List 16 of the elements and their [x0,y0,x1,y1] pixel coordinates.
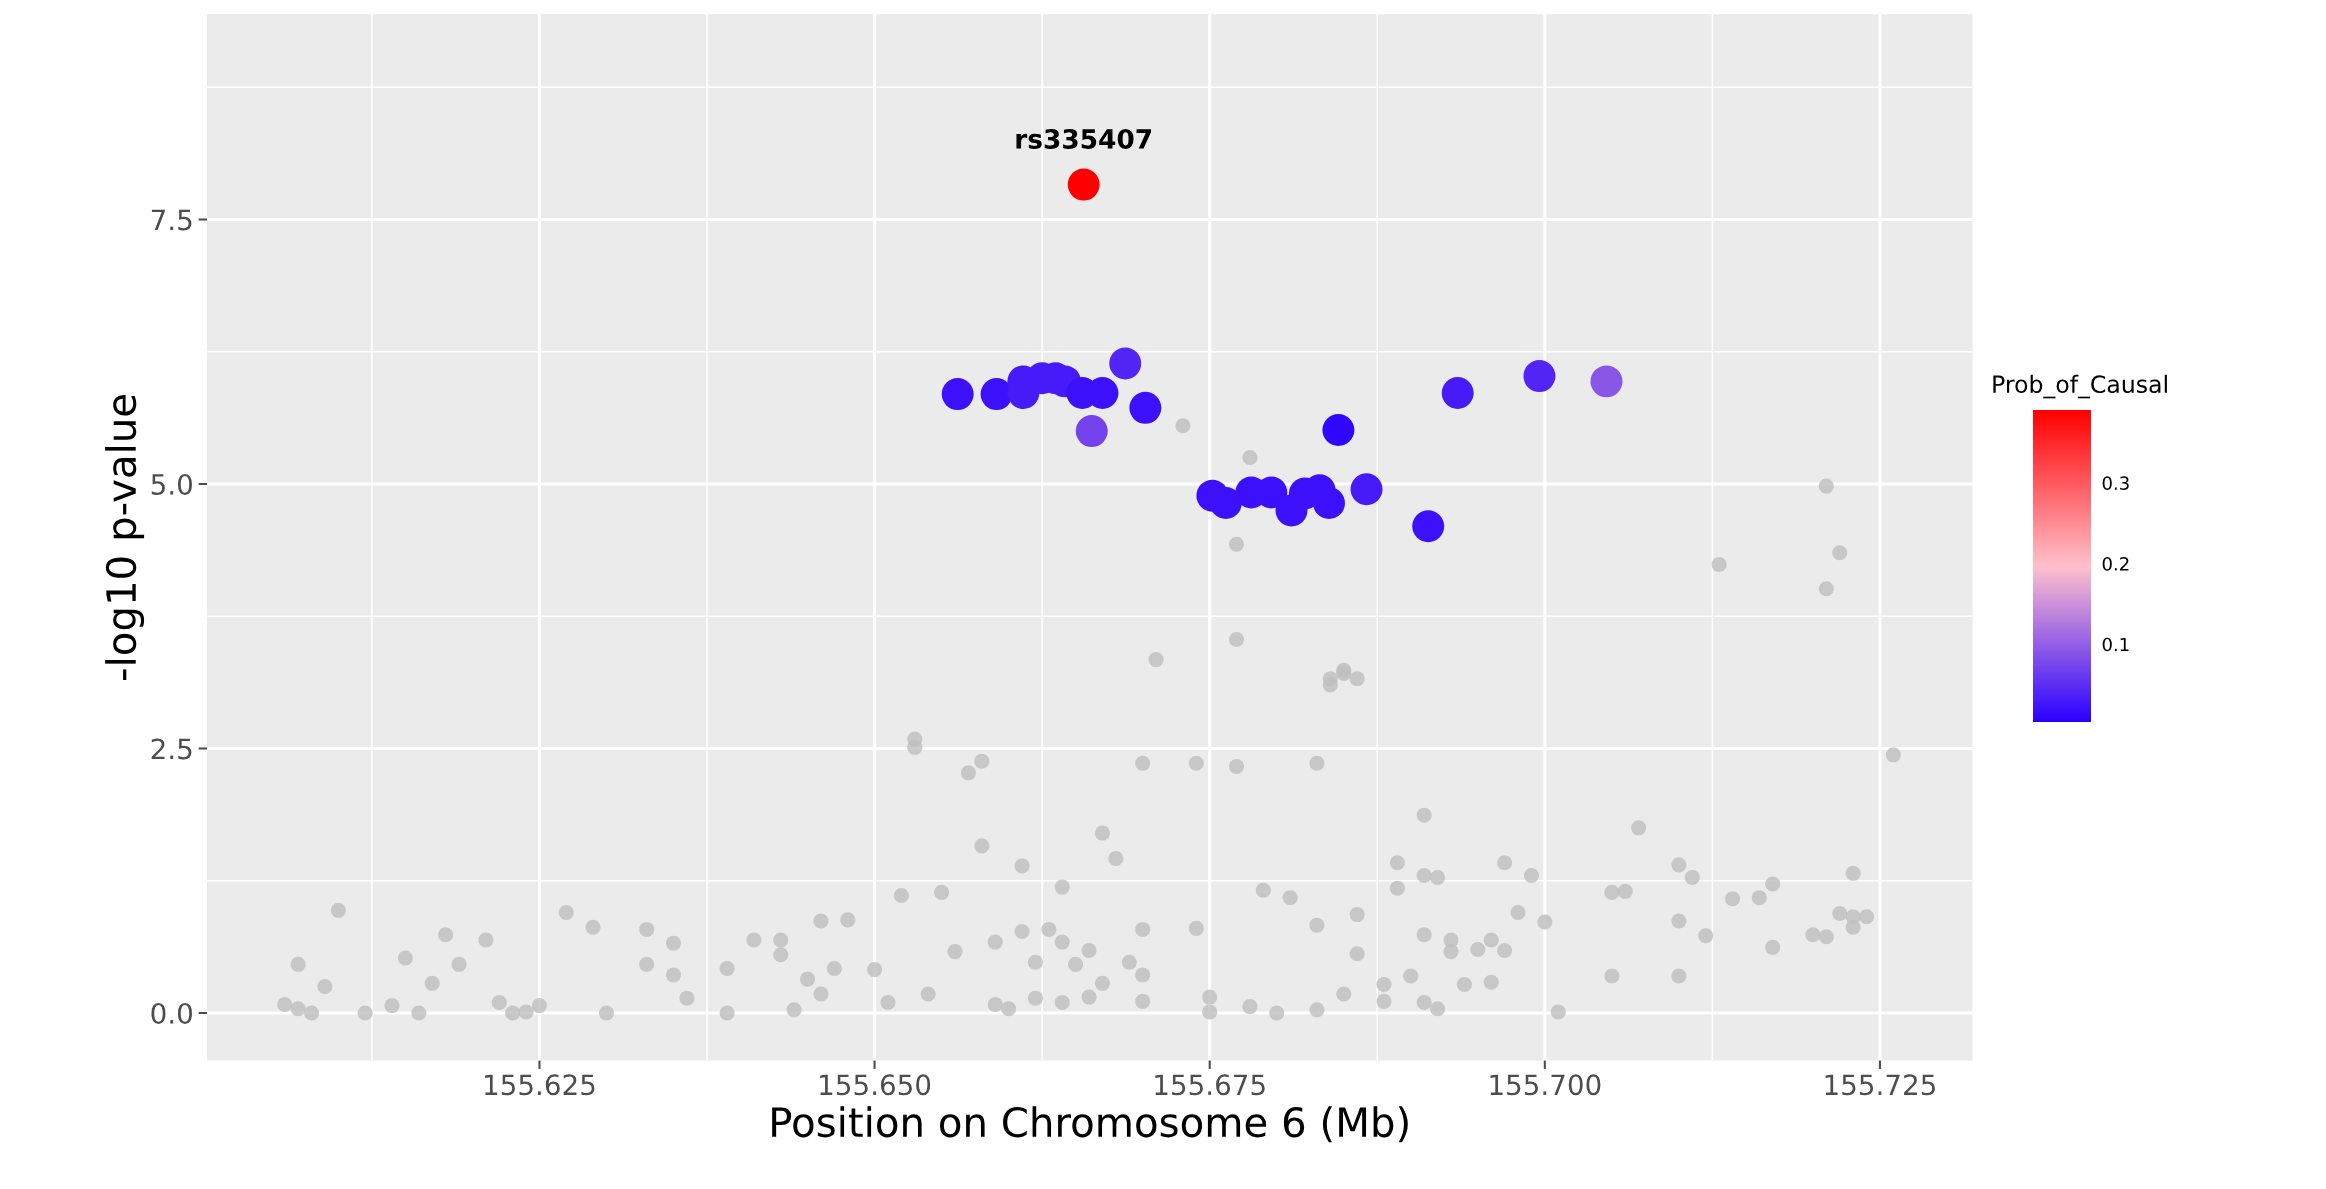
y-tick-label: 5.0 [151,473,192,495]
color-bar-label: 0.3 [2102,476,2129,490]
y-tick-label: 0.0 [151,1002,192,1024]
x-axis-title: Position on Chromosome 6 (Mb) [772,1106,1408,1143]
color-bar-label: 0.2 [2102,557,2129,571]
x-tick-label: 155.725 [1825,1074,1935,1096]
annotation: rs335407 [1016,128,1152,149]
color-bar-label: 0.1 [2102,637,2129,652]
y-tick-label: 2.5 [151,738,192,760]
y-axis-title: -log10 p-value [105,395,145,680]
x-tick-label: 155.675 [1155,1074,1265,1096]
x-tick-label: 155.650 [820,1074,931,1096]
x-tick-label: 155.625 [485,1074,595,1096]
color-bar-title: Prob_of_Causal [1993,374,2167,399]
y-tick-label: 7.5 [151,209,192,231]
x-tick-label: 155.700 [1490,1074,1601,1096]
